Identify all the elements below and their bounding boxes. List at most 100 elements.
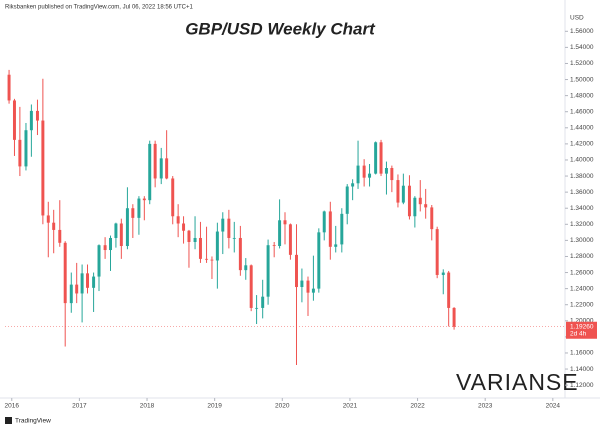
candle-body xyxy=(340,213,344,245)
candle-body xyxy=(92,276,96,288)
candle-body xyxy=(272,245,276,247)
candle-body xyxy=(63,242,67,304)
candle-body xyxy=(317,232,321,289)
x-tick-label: 2018 xyxy=(140,403,155,410)
y-tick-label: 1.26000 xyxy=(570,269,594,276)
candle-body xyxy=(159,158,163,179)
y-tick-label: 1.14000 xyxy=(570,366,594,373)
x-tick-label: 2024 xyxy=(546,403,561,410)
y-tick-label: 1.40000 xyxy=(570,157,594,164)
candle-body xyxy=(345,186,349,214)
candle-body xyxy=(69,284,73,304)
y-tick-label: 1.12000 xyxy=(570,382,594,389)
candle-body xyxy=(266,245,270,297)
candle-body xyxy=(424,204,428,208)
candle-body xyxy=(153,143,157,179)
x-tick-label: 2019 xyxy=(207,403,222,410)
candle-body xyxy=(227,218,231,238)
candle-body xyxy=(35,110,39,121)
candle-body xyxy=(215,231,219,261)
candle-body xyxy=(278,220,282,247)
candle-body xyxy=(24,130,28,167)
candle-body xyxy=(452,307,456,327)
y-tick-label: 1.22000 xyxy=(570,301,594,308)
candle-body xyxy=(52,222,56,230)
candle-body xyxy=(306,280,310,293)
candle-body xyxy=(351,183,355,187)
y-tick-label: 1.38000 xyxy=(570,173,594,180)
y-tick-label: 1.16000 xyxy=(570,350,594,357)
candle-body xyxy=(46,215,50,223)
candle-body xyxy=(18,139,22,167)
candle-body xyxy=(221,218,225,232)
y-tick-label: 1.54000 xyxy=(570,44,594,51)
candle-body xyxy=(148,143,152,201)
candle-body xyxy=(407,185,411,217)
candle-body xyxy=(311,288,315,293)
y-tick-label: 1.44000 xyxy=(570,125,594,132)
candle-body xyxy=(109,237,112,251)
y-tick-label: 1.56000 xyxy=(570,28,594,35)
candle-body xyxy=(182,223,186,231)
y-tick-label: 1.34000 xyxy=(570,205,594,212)
candle-body xyxy=(441,272,445,275)
candle-body xyxy=(374,142,378,174)
candle-body xyxy=(142,198,146,201)
candle-body xyxy=(103,245,107,251)
brand: TradingView xyxy=(15,418,51,425)
candle-body xyxy=(396,180,400,203)
candle-body xyxy=(205,258,209,260)
candle-body xyxy=(295,254,298,288)
candle-body xyxy=(430,207,434,230)
candle-body xyxy=(187,230,191,242)
candle-body xyxy=(362,165,366,178)
x-tick-label: 2022 xyxy=(410,403,425,410)
candle-body xyxy=(401,185,405,203)
candle-body xyxy=(58,229,62,243)
candle-body xyxy=(368,173,372,178)
y-tick-label: 1.24000 xyxy=(570,285,594,292)
candle-body xyxy=(232,237,236,239)
candle-body xyxy=(137,198,141,218)
candle-body xyxy=(244,265,248,271)
candle-body xyxy=(193,237,197,242)
candle-body xyxy=(41,120,45,216)
x-tick-label: 2021 xyxy=(343,403,358,410)
y-tick-label: 1.20000 xyxy=(570,318,594,325)
x-tick-label: 2017 xyxy=(72,403,87,410)
candle-body xyxy=(238,237,242,271)
candle-body xyxy=(125,208,129,247)
candle-body xyxy=(7,74,11,101)
candle-body xyxy=(210,259,214,261)
candle-body xyxy=(97,245,101,277)
last-price-countdown: 2d 4h xyxy=(570,330,587,337)
x-tick-label: 2020 xyxy=(275,403,290,410)
candle-body xyxy=(176,216,180,224)
candle-body xyxy=(384,168,388,174)
candle-body xyxy=(86,273,89,288)
candle-body xyxy=(379,142,383,174)
candle-body xyxy=(75,284,79,294)
candle-body xyxy=(328,211,332,247)
candle-body xyxy=(390,168,394,181)
candle-body xyxy=(80,273,84,294)
candle-body xyxy=(334,244,338,247)
candle-body xyxy=(283,220,287,225)
candle-body xyxy=(198,237,202,259)
candle-body xyxy=(435,229,439,275)
y-tick-label: 1.42000 xyxy=(570,141,594,148)
y-tick-label: 1.30000 xyxy=(570,237,594,244)
publisher: Riksbanken published on TradingView.com,… xyxy=(5,5,194,11)
y-tick-label: 1.50000 xyxy=(570,76,594,83)
candle-body xyxy=(165,158,169,179)
y-unit: USD xyxy=(570,15,584,22)
y-tick-label: 1.32000 xyxy=(570,221,594,228)
y-tick-label: 1.48000 xyxy=(570,92,594,99)
x-tick-label: 2023 xyxy=(478,403,493,410)
watermark: VARIANSE xyxy=(456,369,579,395)
candle-body xyxy=(300,280,304,288)
y-tick-label: 1.36000 xyxy=(570,189,594,196)
candle-body xyxy=(114,223,118,238)
y-tick-label: 1.52000 xyxy=(570,60,594,67)
